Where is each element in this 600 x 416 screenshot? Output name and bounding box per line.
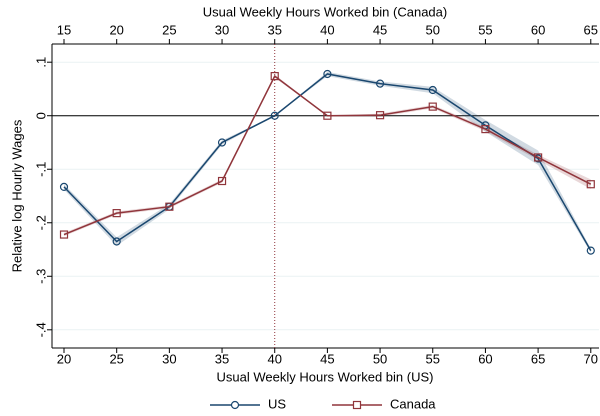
x2-tick-label: 55 <box>478 22 492 37</box>
legend-marker <box>352 400 362 410</box>
x-tick-label: 50 <box>373 351 387 366</box>
x2-tick-label: 15 <box>57 22 71 37</box>
y-tick-label: -.1 <box>33 162 48 177</box>
x2-tick-label: 65 <box>584 22 598 37</box>
series-line <box>63 73 592 251</box>
point-marker <box>375 111 385 120</box>
legend-marker <box>230 400 240 410</box>
x-tick-label: 30 <box>162 351 176 366</box>
y-tick-label: -.2 <box>33 215 48 230</box>
point-marker <box>59 230 69 239</box>
x-tick-label: 45 <box>320 351 334 366</box>
point-marker <box>534 153 543 162</box>
x2-tick-label: 25 <box>162 22 176 37</box>
y-tick-label: -.4 <box>33 322 48 337</box>
point-marker <box>270 111 279 120</box>
point-marker <box>586 246 595 255</box>
x-axis-title: Usual Weekly Hours Worked bin (US) <box>217 369 434 384</box>
point-marker <box>428 102 437 111</box>
x2-tick-label: 30 <box>215 22 229 37</box>
point-marker <box>481 124 490 134</box>
x-tick-label: 35 <box>215 351 229 366</box>
x2-tick-label: 40 <box>320 22 334 37</box>
x2-tick-label: 35 <box>267 22 281 37</box>
x-tick-label: 20 <box>57 351 71 366</box>
x-tick-label: 65 <box>531 351 545 366</box>
series-line <box>63 74 592 236</box>
x2-tick-label: 50 <box>426 22 440 37</box>
point-marker <box>112 209 121 218</box>
x-tick-label: 25 <box>109 351 123 366</box>
point-marker <box>112 237 121 246</box>
legend-label: US <box>268 396 286 411</box>
point-marker <box>270 72 279 81</box>
point-marker <box>323 111 332 120</box>
y-tick-label: 0 <box>33 112 48 119</box>
x2-tick-label: 20 <box>109 22 123 37</box>
y-tick-label: .1 <box>33 57 48 68</box>
point-marker <box>375 79 385 88</box>
point-marker <box>586 180 595 189</box>
x2-tick-label: 45 <box>373 22 387 37</box>
x-tick-label: 55 <box>426 351 440 366</box>
point-marker <box>59 182 69 192</box>
point-marker <box>217 176 227 186</box>
x-tick-label: 60 <box>478 351 492 366</box>
confidence-band <box>64 71 591 253</box>
point-marker <box>165 202 174 211</box>
x-tick-label: 40 <box>267 351 281 366</box>
x2-axis-title: Usual Weekly Hours Worked bin (Canada) <box>203 4 447 19</box>
legend-label: Canada <box>390 396 436 411</box>
x2-tick-label: 60 <box>531 22 545 37</box>
y-tick-label: -.3 <box>33 269 48 284</box>
point-marker <box>323 69 332 79</box>
confidence-band <box>64 74 591 237</box>
y-axis-title: Relative log Hourly Wages <box>9 119 24 272</box>
point-marker <box>428 85 437 95</box>
point-marker <box>217 138 227 147</box>
x-tick-label: 70 <box>584 351 598 366</box>
